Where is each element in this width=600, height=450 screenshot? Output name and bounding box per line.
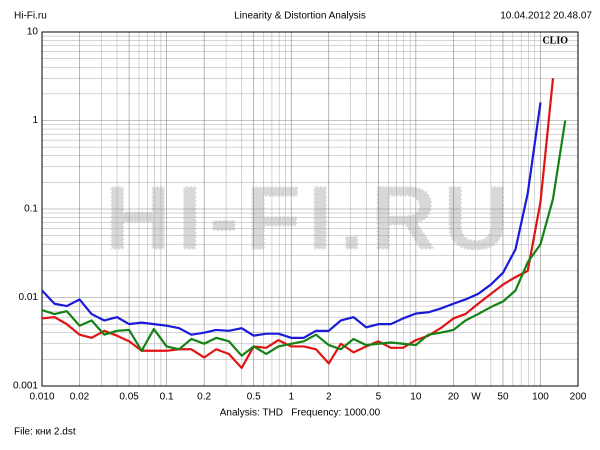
x-tick-label: 0.2 [197, 392, 211, 403]
data-line [41, 120, 567, 357]
y-tick-label: 0.1 [24, 204, 38, 215]
x-tick-label: 0.02 [70, 392, 90, 403]
y-tick-label: 10 [27, 27, 39, 38]
x-tick-label: 1 [288, 392, 294, 403]
x-tick-label: 10 [410, 392, 422, 403]
x-tick-label: 0.05 [119, 392, 139, 403]
watermark: HI-FI.RU [105, 167, 516, 269]
plot-frame [41, 31, 579, 387]
x-tick-label: 0.5 [247, 392, 261, 403]
x-tick-label: 50 [497, 392, 509, 403]
x-tick-label: 0.010 [29, 392, 54, 403]
analysis-info: Analysis: THD Frequency: 1000.00 [220, 408, 381, 419]
y-tick-label: 0.001 [13, 381, 38, 392]
data-line [41, 78, 555, 370]
brand-label: CLIO [542, 35, 568, 46]
x-tick-label: 2 [326, 392, 332, 403]
x-tick-label: 100 [532, 392, 549, 403]
y-tick-label: 1 [32, 115, 38, 126]
data-line [41, 102, 542, 339]
y-tick-label: 0.01 [19, 292, 39, 303]
x-tick-label: 20 [448, 392, 460, 403]
x-tick-label: 5 [376, 392, 382, 403]
x-unit-label: W [471, 392, 481, 403]
x-tick-label: 200 [570, 392, 587, 403]
chart-title: Linearity & Distortion Analysis [234, 11, 366, 22]
x-tick-label: 0.1 [160, 392, 174, 403]
timestamp: 10.04.2012 20.48.07 [500, 11, 592, 22]
file-name: File: кни 2.dst [14, 427, 76, 438]
site-name: Hi-Fi.ru [14, 11, 47, 22]
